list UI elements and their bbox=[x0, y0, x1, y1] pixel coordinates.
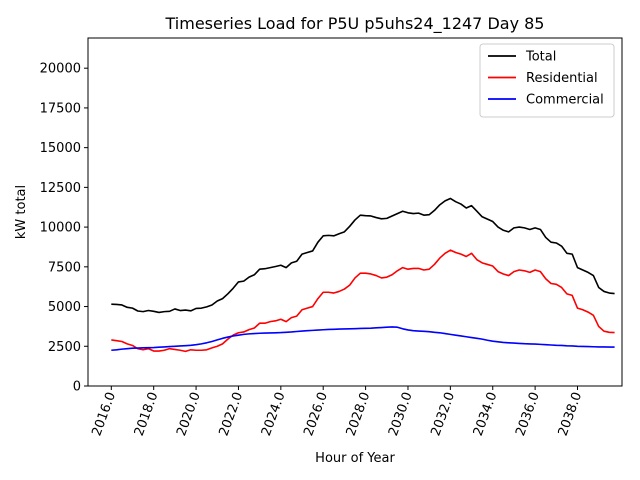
legend: Total Residential Commercial bbox=[479, 43, 615, 118]
legend-label-total: Total bbox=[525, 50, 556, 65]
x-tick-label: 2030.0 bbox=[386, 390, 416, 438]
legend-label-residential: Residential bbox=[526, 71, 598, 86]
x-axis-label: Hour of Year bbox=[315, 451, 395, 466]
x-tick-label: 2022.0 bbox=[217, 390, 247, 438]
legend-label-commercial: Commercial bbox=[526, 93, 604, 108]
y-tick-label: 12500 bbox=[40, 181, 81, 196]
x-tick-label: 2028.0 bbox=[344, 390, 374, 438]
x-tick-label: 2038.0 bbox=[556, 390, 586, 438]
y-tick-label: 20000 bbox=[40, 62, 81, 77]
x-tick-label: 2016.0 bbox=[89, 390, 119, 438]
y-axis-label: kW total bbox=[14, 185, 29, 239]
y-tick-label: 2500 bbox=[48, 340, 81, 355]
x-axis: 2016.0 2018.0 2020.0 2022.0 2024.0 2026.0 2028… bbox=[89, 386, 585, 438]
x-tick-label: 2026.0 bbox=[301, 390, 331, 438]
y-tick-label: 7500 bbox=[48, 260, 81, 275]
chart-title: Timeseries Load for P5U p5uhs24_1247 Day… bbox=[165, 14, 545, 34]
series-layer bbox=[111, 197, 615, 353]
series-line-total bbox=[111, 197, 615, 314]
x-tick-label: 2036.0 bbox=[513, 390, 543, 438]
series-line-residential bbox=[111, 249, 615, 353]
x-tick-label: 2020.0 bbox=[174, 390, 204, 438]
plot-frame bbox=[87, 37, 623, 387]
y-tick-label: 10000 bbox=[40, 221, 81, 236]
series-line-commercial bbox=[111, 326, 615, 352]
y-axis: 0 2500 5000 7500 10000 12500 15000 17500 20000 bbox=[40, 62, 88, 395]
y-tick-label: 5000 bbox=[48, 300, 81, 315]
x-tick-label: 2018.0 bbox=[132, 390, 162, 438]
y-tick-label: 17500 bbox=[40, 101, 81, 116]
y-tick-label: 0 bbox=[73, 380, 81, 395]
x-tick-label: 2032.0 bbox=[428, 390, 458, 438]
x-tick-label: 2024.0 bbox=[259, 390, 289, 438]
y-tick-label: 15000 bbox=[40, 141, 81, 156]
x-tick-label: 2034.0 bbox=[471, 390, 501, 438]
